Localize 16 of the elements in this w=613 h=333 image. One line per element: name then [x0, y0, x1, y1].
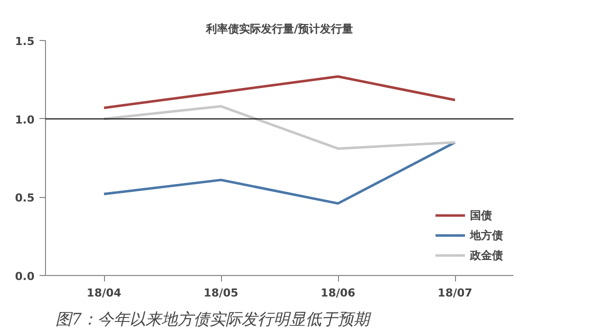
- y-tick-label: 1.0: [15, 113, 35, 126]
- x-tick-label: 18/06: [320, 286, 356, 300]
- line-series: [102, 75, 456, 110]
- legend-label: 国债: [470, 208, 492, 222]
- legend-label: 地方债: [470, 228, 503, 242]
- x-tick-label: 18/04: [86, 286, 122, 300]
- legend-label: 政金债: [470, 248, 503, 262]
- y-tick-label: 0.0: [15, 270, 35, 283]
- x-tick-label: 18/07: [438, 286, 472, 300]
- line-series: [102, 141, 456, 205]
- y-tick-label: 0.5: [15, 192, 35, 205]
- caption: 图7：今年以来地方债实际发行明显低于预期: [56, 310, 372, 328]
- chart-title: 利率债实际发行量/预计发行量: [204, 22, 354, 36]
- x-tick-label: 18/05: [204, 286, 238, 300]
- y-tick-label: 1.5: [15, 35, 35, 48]
- line-series: [102, 105, 456, 150]
